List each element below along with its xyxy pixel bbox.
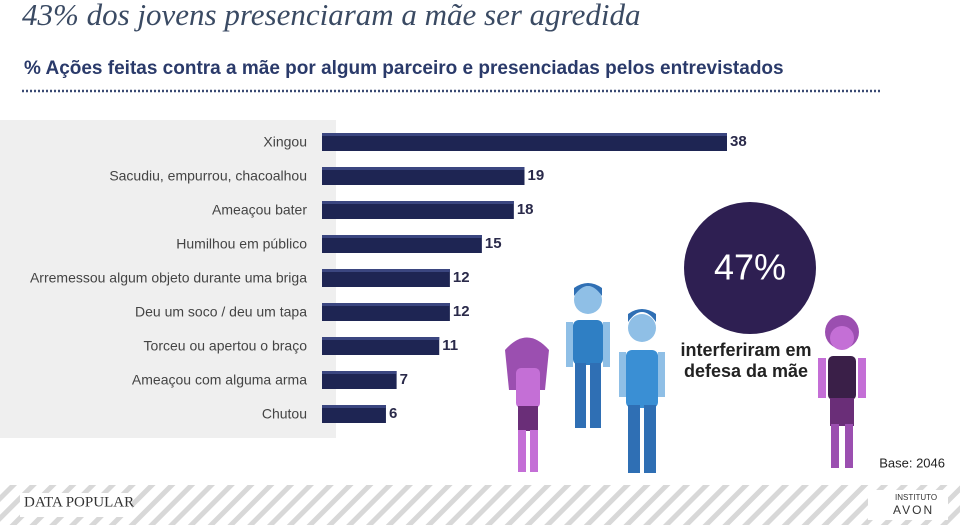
bar: [322, 167, 525, 185]
label-panel: [0, 120, 336, 438]
illustration: [505, 283, 866, 473]
bar: [322, 371, 397, 389]
base-note: Base: 2046: [879, 455, 945, 470]
title: 43% dos jovens presenciaram a mãe ser ag…: [22, 0, 640, 32]
bar: [322, 269, 450, 287]
bar-highlight: [322, 133, 727, 136]
category-label: Humilhou em público: [176, 236, 307, 252]
bar-highlight: [322, 371, 397, 374]
bar-highlight: [322, 303, 450, 306]
category-label: Arremessou algum objeto durante uma brig…: [30, 270, 307, 286]
logo-left: DATA POPULAR: [24, 494, 134, 510]
callout-circle: [684, 202, 816, 334]
logo-bg: [868, 490, 948, 520]
value-label: 6: [389, 405, 397, 422]
logo-right-bottom: AVON: [893, 503, 934, 517]
bar: [322, 405, 386, 423]
bar: [322, 303, 450, 321]
logo-right-top: INSTITUTO: [895, 493, 937, 502]
bar: [322, 235, 482, 253]
value-label: 19: [528, 167, 545, 184]
value-label: 12: [453, 269, 470, 286]
category-label: Chutou: [262, 406, 307, 422]
bar-highlight: [322, 235, 482, 238]
category-label: Deu um soco / deu um tapa: [135, 304, 307, 320]
value-label: 7: [400, 371, 408, 388]
category-label: Xingou: [263, 134, 307, 150]
subtitle: % Ações feitas contra a mãe por algum pa…: [24, 58, 784, 79]
footer-band: [0, 485, 960, 525]
logo-bg: [20, 493, 132, 517]
category-label: Torceu ou apertou o braço: [144, 338, 308, 354]
callout-value: 47%: [714, 247, 786, 288]
bar: [322, 337, 440, 355]
bar: [322, 201, 514, 219]
value-label: 12: [453, 303, 470, 320]
category-label: Ameaçou com alguma arma: [132, 372, 307, 388]
bar-highlight: [322, 405, 386, 408]
value-label: 18: [517, 201, 534, 218]
category-label: Ameaçou bater: [212, 202, 307, 218]
bar: [322, 133, 727, 151]
bar-highlight: [322, 269, 450, 272]
callout-text: defesa da mãe: [684, 361, 808, 381]
bar-highlight: [322, 201, 514, 204]
value-label: 11: [442, 337, 458, 354]
callout-text: interferiram em: [680, 340, 811, 360]
category-label: Sacudiu, empurrou, chacoalhou: [109, 168, 307, 184]
value-label: 15: [485, 235, 502, 252]
value-label: 38: [730, 133, 747, 150]
bar-highlight: [322, 167, 525, 170]
bar-highlight: [322, 337, 440, 340]
